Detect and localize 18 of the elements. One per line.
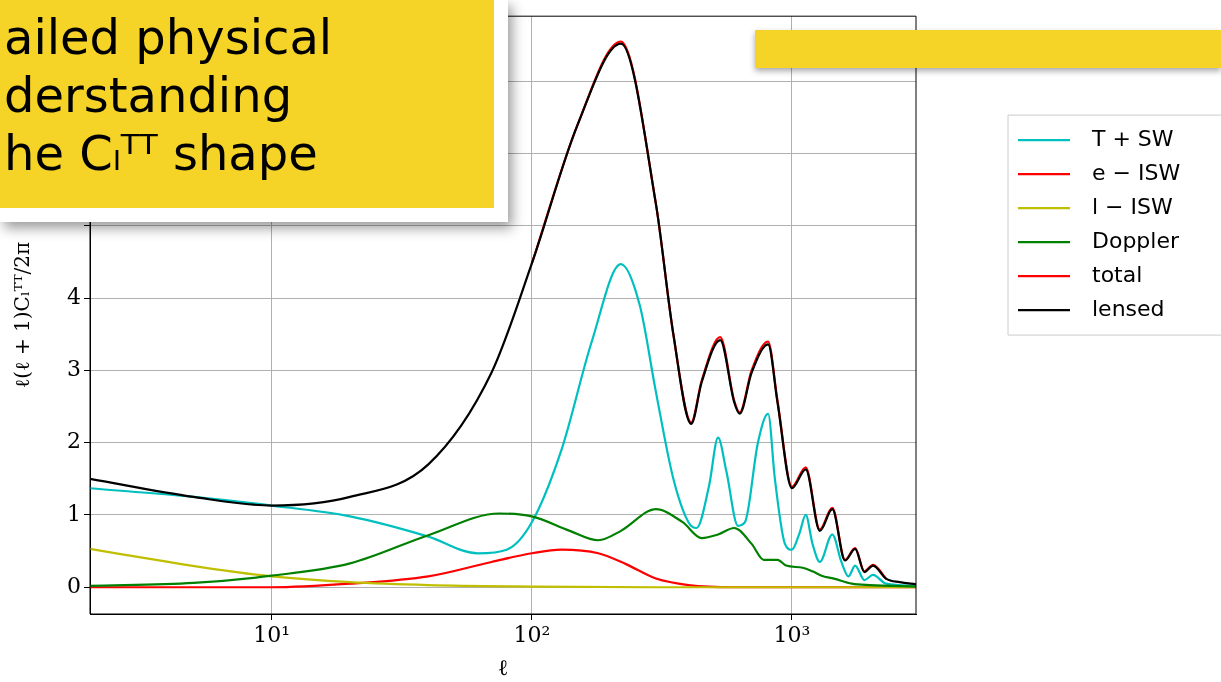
y-tick-label: 2 xyxy=(67,428,81,454)
y-tick-label: 1 xyxy=(67,500,81,526)
legend-label: lensed xyxy=(1092,295,1165,321)
legend-label: total xyxy=(1092,261,1143,287)
y-axis-title: ℓ(ℓ + 1)Cₗᵀᵀ/2π xyxy=(10,241,35,389)
y-tick-label: 3 xyxy=(67,356,81,382)
legend-label: Doppler xyxy=(1092,227,1180,253)
x-tick-label: 10¹ xyxy=(253,621,291,647)
legend-label: T + SW xyxy=(1091,125,1174,151)
x-tick-label: 10³ xyxy=(773,621,811,647)
legend-label: l − ISW xyxy=(1092,193,1173,219)
y-tick-label: 4 xyxy=(67,283,81,309)
y-tick-label: 0 xyxy=(67,572,81,598)
legend-label: e − ISW xyxy=(1092,159,1181,185)
x-tick-label: 10² xyxy=(513,621,551,647)
x-axis-title: ℓ xyxy=(497,654,509,680)
annotation: ailed physical derstanding he Cₗᵀᵀ shape xyxy=(4,8,334,182)
callout-box: ailed physical derstanding he Cₗᵀᵀ shape xyxy=(0,0,508,222)
